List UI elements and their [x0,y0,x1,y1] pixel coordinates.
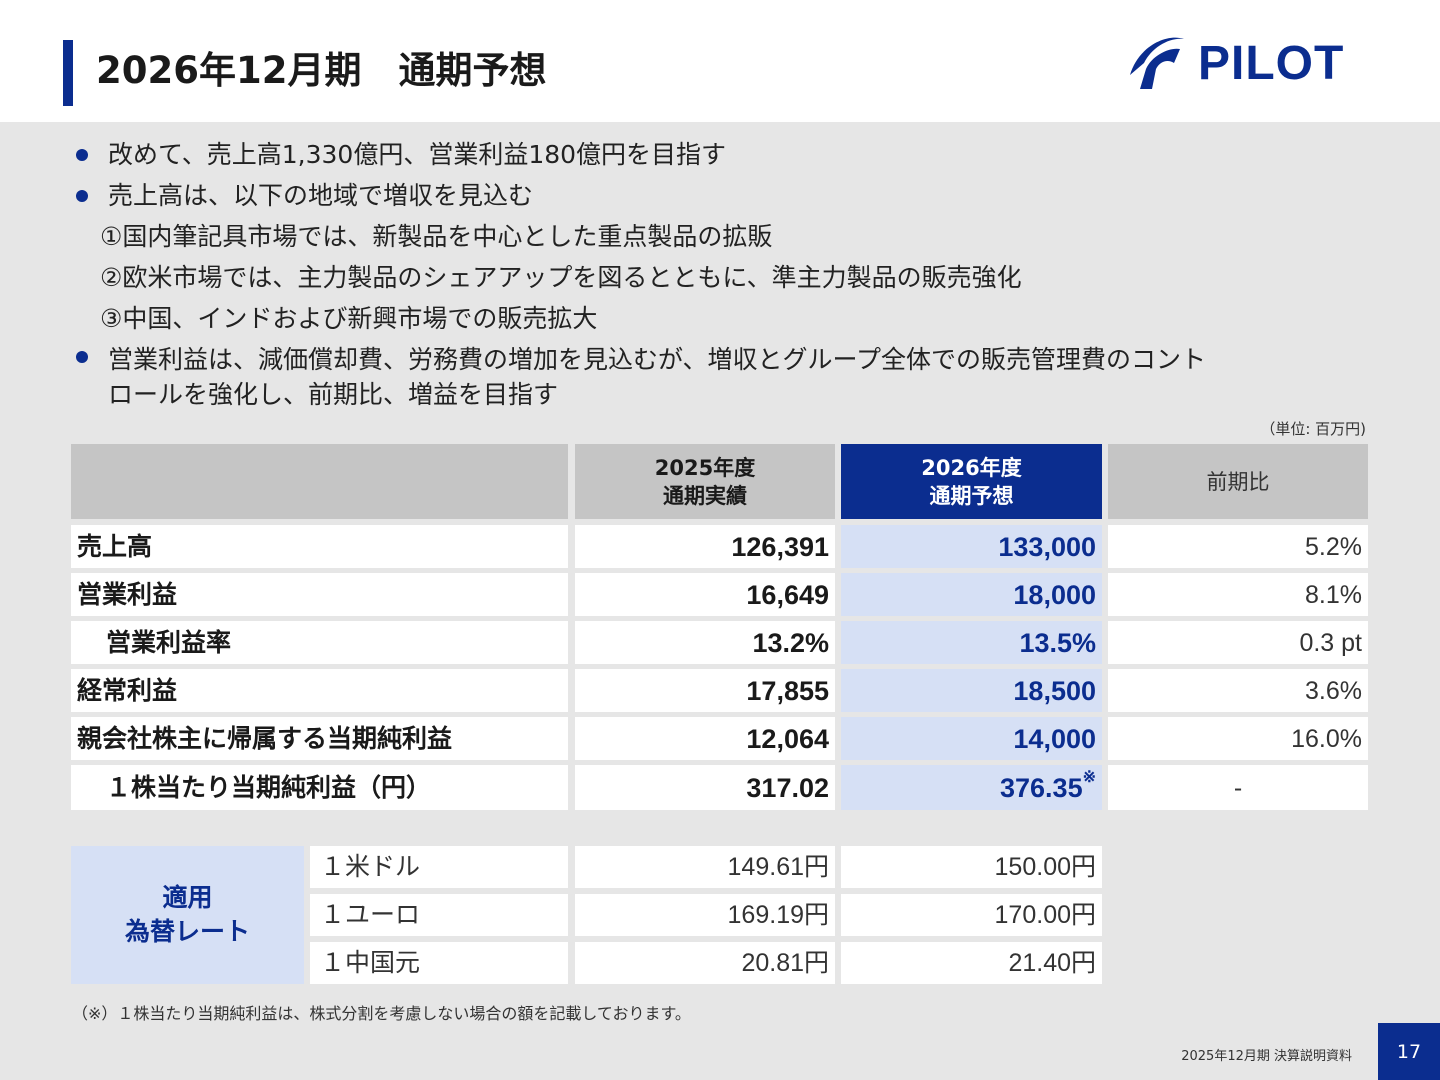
row-label-ordinary-income: 経常利益 [71,669,568,712]
header-yoy: 前期比 [1108,444,1368,519]
fx-name-eur: １ユーロ [310,894,568,936]
fx-usd-fy2026: 150.00円 [841,846,1102,888]
footer-doc-title: 2025年12月期 決算説明資料 [1181,1049,1352,1064]
cell-ordinary-income-fy2026: 18,500 [841,669,1102,712]
cell-op-margin-fy2026: 13.5% [841,621,1102,664]
cell-op-margin-fy2025: 13.2% [575,621,835,664]
cell-net-income-fy2026: 14,000 [841,717,1102,760]
cell-net-income-fy2025: 12,064 [575,717,835,760]
header-fy2026: 2026年度 通期予想 [841,444,1102,519]
fx-usd-fy2025: 149.61円 [575,846,835,888]
cell-ordinary-income-fy2025: 17,855 [575,669,835,712]
bullet-dot-icon [76,190,88,202]
bullet-item: 売上高は、以下の地域で増収を見込む [74,175,1374,216]
cell-sales-fy2025: 126,391 [575,525,835,568]
page-number: 17 [1378,1023,1440,1080]
bullet-item: 改めて、売上高1,330億円、営業利益180億円を目指す [74,134,1374,175]
cell-op-income-fy2026: 18,000 [841,573,1102,616]
cell-ordinary-income-yoy: 3.6% [1108,669,1368,712]
fx-cny-fy2026: 21.40円 [841,942,1102,984]
fx-name-cny: １中国元 [310,942,568,984]
cell-eps-fy2026: 376.35※ [841,765,1102,810]
row-label-net-income: 親会社株主に帰属する当期純利益 [71,717,568,760]
cell-sales-yoy: 5.2% [1108,525,1368,568]
title-accent-bar [63,40,73,106]
cell-eps-yoy: - [1108,765,1368,810]
sub-item: ①国内筆記具市場では、新製品を中心とした重点製品の拡販 [100,222,773,251]
unit-note: （単位: 百万円) [1260,420,1366,438]
row-label-eps: １株当たり当期純利益（円） [71,765,568,810]
sub-item: ②欧米市場では、主力製品のシェアアップを図るとともに、準主力製品の販売強化 [100,263,1022,292]
summary-bullets: 改めて、売上高1,330億円、営業利益180億円を目指す 売上高は、以下の地域で… [74,134,1374,412]
fx-eur-fy2026: 170.00円 [841,894,1102,936]
cell-eps-fy2025: 317.02 [575,765,835,810]
bullet-dot-icon [76,149,88,161]
cell-op-income-fy2025: 16,649 [575,573,835,616]
slide-header: 2026年12月期 通期予想 PILOT [0,0,1440,122]
fx-name-usd: １米ドル [310,846,568,888]
fx-eur-fy2025: 169.19円 [575,894,835,936]
page-title: 2026年12月期 通期予想 [96,49,547,92]
pilot-logo-text: PILOT [1198,37,1345,90]
cell-net-income-yoy: 16.0% [1108,717,1368,760]
row-label-operating-margin: 営業利益率 [71,621,568,664]
pilot-logo: PILOT [1122,28,1372,100]
header-blank-cell [71,444,568,519]
cell-sales-fy2026: 133,000 [841,525,1102,568]
cell-op-income-yoy: 8.1% [1108,573,1368,616]
header-fy2025: 2025年度 通期実績 [575,444,835,519]
footnote: （※）１株当たり当期純利益は、株式分割を考慮しない場合の額を記載しております。 [72,1004,691,1023]
row-label-operating-income: 営業利益 [71,573,568,616]
row-label-sales: 売上高 [71,525,568,568]
footnote-mark: ※ [1082,769,1096,786]
bullet-item: 営業利益は、減価償却費、労務費の増加を見込むが、増収とグループ全体での販売管理費… [74,339,1374,412]
fx-rate-label: 適用 為替レート [71,846,304,984]
bullet-dot-icon [76,351,88,363]
cell-op-margin-yoy: 0.3 pt [1108,621,1368,664]
pilot-logo-icon [1130,37,1184,89]
sub-item: ③中国、インドおよび新興市場での販売拡大 [100,304,598,333]
fx-cny-fy2025: 20.81円 [575,942,835,984]
